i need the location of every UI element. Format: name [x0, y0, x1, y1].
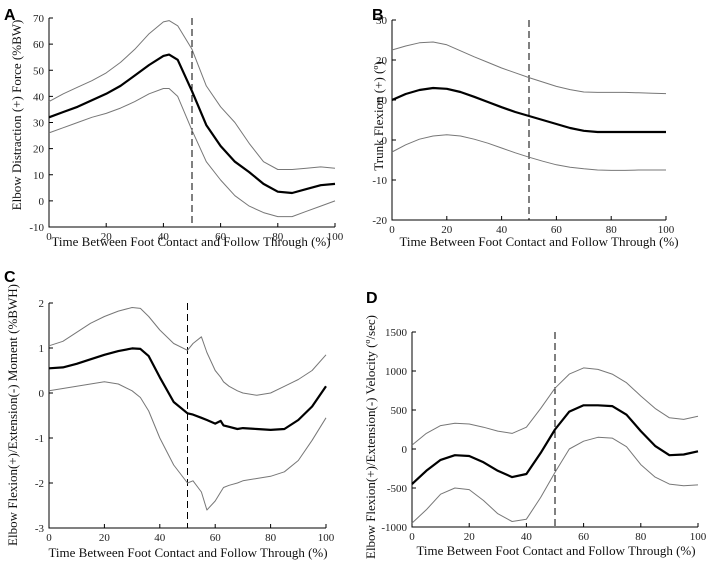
panel-b-x-tick-label: 100 — [658, 224, 675, 236]
panel-c-mean-line — [48, 347, 327, 431]
panel-a-x-tick-label: 20 — [101, 231, 113, 243]
panel-c-x-tick-label: 80 — [265, 532, 277, 544]
panel-a-y-tick-label: 0 — [39, 196, 45, 208]
panel-c-y-tick-label: -1 — [35, 433, 44, 445]
panel-d-y-tick-label: -500 — [387, 483, 408, 495]
panel-a-mean-line — [48, 53, 336, 195]
panel-b-y-tick-label: 20 — [376, 55, 388, 67]
panel-d-y-tick-label: 1000 — [385, 366, 408, 378]
panel-d-x-tick-label: 100 — [690, 531, 707, 543]
panel-a-x-tick-label: 0 — [46, 231, 52, 243]
panel-c-lower-line — [48, 381, 327, 511]
panel-b-y-tick-label: 10 — [376, 95, 388, 107]
panel-b-y-tick-label: 0 — [382, 135, 388, 147]
panel-a-x-tick-label: 100 — [327, 231, 344, 243]
panel-d-x-axis-label: Time Between Foot Contact and Follow Thr… — [416, 543, 695, 558]
panel-a-x-tick-label: 80 — [272, 231, 284, 243]
panel-a-x-tick-label: 60 — [215, 231, 227, 243]
panel-d-x-tick-label: 0 — [409, 531, 415, 543]
panel-c-y-tick-label: -3 — [35, 523, 45, 535]
panel-a-x-axis-label: Time Between Foot Contact and Follow Thr… — [51, 234, 330, 249]
panel-b-y-tick-label: -10 — [372, 175, 387, 187]
panel-d-y-tick-label: -1000 — [381, 522, 407, 534]
panel-c-letter: C — [4, 269, 16, 286]
panel-c-x-tick-label: 100 — [318, 532, 335, 544]
panel-c-y-tick-label: 0 — [39, 388, 45, 400]
panel-d-x-tick-label: 40 — [521, 531, 533, 543]
panel-c-y-axis-label: Elbow Flexion(+)/Extension(-) Moment (%B… — [5, 284, 20, 546]
panel-d-y-axis-label: Elbow Flexion(+)/Extension(-) Velocity (… — [363, 315, 378, 559]
panel-a-upper-line — [48, 20, 336, 170]
panel-b-lower-line — [391, 134, 666, 171]
panel-a-y-tick-label: 50 — [33, 65, 45, 77]
panel-a-y-tick-label: 70 — [33, 13, 45, 25]
panel-a-y-tick-label: 30 — [33, 118, 45, 130]
panel-b-y-tick-label: 30 — [376, 15, 388, 27]
panel-a-y-tick-label: 60 — [33, 39, 45, 51]
panel-d-x-tick-label: 80 — [635, 531, 647, 543]
panel-d: D 0 20 40 60 80 100 -1000 -500 0 500 1000 1500 Time… — [363, 290, 707, 559]
panel-a-y-axis-label: Elbow Distraction (+) Force (%BW) — [9, 20, 24, 211]
panel-a-x-tick-label: 40 — [158, 231, 170, 243]
panel-b-x-tick-label: 80 — [606, 224, 618, 236]
panel-c-x-axis-label: Time Between Foot Contact and Follow Thr… — [48, 545, 327, 560]
panel-d-y-tick-label: 1500 — [385, 327, 408, 339]
panel-d-lower-line — [411, 436, 699, 524]
panel-b-x-tick-label: 40 — [496, 224, 508, 236]
panel-b-x-tick-label: 20 — [441, 224, 453, 236]
panel-b-mean-line — [391, 86, 666, 134]
panel-c-x-tick-label: 0 — [46, 532, 52, 544]
panel-b-y-axis-label: Trunk Flexion (+) (º) — [371, 61, 386, 170]
panel-d-x-tick-label: 20 — [464, 531, 476, 543]
panel-c-upper-line — [48, 307, 327, 396]
panel-b-x-axis-label: Time Between Foot Contact and Follow Thr… — [399, 234, 678, 249]
panel-c: C 0 20 40 60 80 100 -3 -2 -1 0 1 2 Time Between Foo… — [4, 269, 335, 560]
panel-d-letter: D — [366, 290, 378, 307]
panel-b-y-tick-label: -20 — [372, 215, 387, 227]
panel-d-upper-line — [411, 367, 699, 446]
panel-d-y-tick-label: 500 — [391, 405, 408, 417]
panel-a-y-tick-label: -10 — [29, 222, 44, 234]
panel-c-x-tick-label: 60 — [210, 532, 222, 544]
panel-b-letter: B — [372, 7, 384, 24]
panel-c-x-tick-label: 40 — [154, 532, 166, 544]
panel-a-lower-line — [48, 88, 336, 218]
panel-c-y-tick-label: -2 — [35, 478, 44, 490]
panel-b-x-tick-label: 0 — [389, 224, 395, 236]
panel-b-upper-line — [391, 41, 667, 95]
panel-c-x-tick-label: 20 — [99, 532, 111, 544]
panel-a-y-tick-label: 10 — [33, 170, 45, 182]
panel-a-y-tick-label: 40 — [33, 91, 45, 103]
panel-c-y-tick-label: 1 — [39, 343, 45, 355]
panel-d-y-tick-label: 0 — [402, 444, 408, 456]
panel-a-y-tick-label: 20 — [33, 144, 45, 156]
panel-d-x-tick-label: 60 — [578, 531, 590, 543]
panel-b: B 0 20 40 60 80 100 -20 -10 0 10 20 30 Time Between… — [371, 7, 679, 249]
panel-d-mean-line — [411, 404, 699, 485]
panel-c-y-tick-label: 2 — [39, 298, 45, 310]
panel-a-letter: A — [4, 7, 16, 24]
panel-b-x-tick-label: 60 — [551, 224, 563, 236]
